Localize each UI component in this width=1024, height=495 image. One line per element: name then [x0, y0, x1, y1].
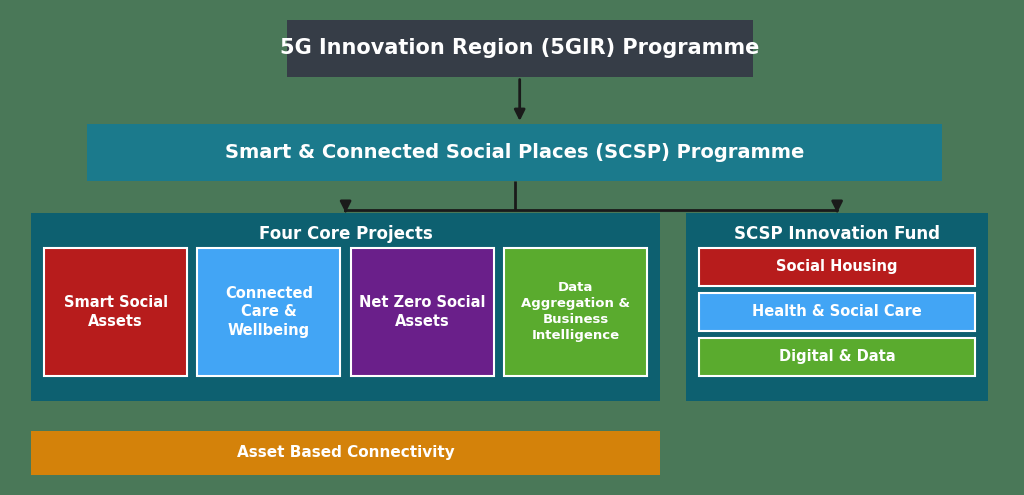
Text: 5G Innovation Region (5GIR) Programme: 5G Innovation Region (5GIR) Programme: [280, 38, 760, 58]
Text: Health & Social Care: Health & Social Care: [753, 304, 922, 319]
FancyBboxPatch shape: [350, 248, 494, 376]
Text: Connected
Care &
Wellbeing: Connected Care & Wellbeing: [225, 286, 313, 338]
FancyBboxPatch shape: [686, 213, 988, 401]
FancyBboxPatch shape: [699, 293, 975, 331]
Text: SCSP Innovation Fund: SCSP Innovation Fund: [734, 225, 940, 243]
Text: Data
Aggregation &
Business
Intelligence: Data Aggregation & Business Intelligence: [521, 281, 630, 343]
FancyBboxPatch shape: [31, 431, 660, 475]
Text: Four Core Projects: Four Core Projects: [259, 225, 432, 243]
FancyBboxPatch shape: [699, 248, 975, 286]
FancyBboxPatch shape: [31, 213, 660, 401]
FancyBboxPatch shape: [699, 338, 975, 376]
Text: Digital & Data: Digital & Data: [779, 349, 895, 364]
FancyBboxPatch shape: [504, 248, 647, 376]
Text: Smart & Connected Social Places (SCSP) Programme: Smart & Connected Social Places (SCSP) P…: [225, 143, 804, 162]
FancyBboxPatch shape: [198, 248, 340, 376]
Text: Net Zero Social
Assets: Net Zero Social Assets: [359, 295, 485, 329]
Text: Asset Based Connectivity: Asset Based Connectivity: [237, 446, 455, 460]
FancyBboxPatch shape: [87, 124, 942, 181]
Text: Smart Social
Assets: Smart Social Assets: [63, 295, 168, 329]
FancyBboxPatch shape: [44, 248, 187, 376]
Text: Social Housing: Social Housing: [776, 259, 898, 274]
FancyBboxPatch shape: [287, 20, 753, 77]
